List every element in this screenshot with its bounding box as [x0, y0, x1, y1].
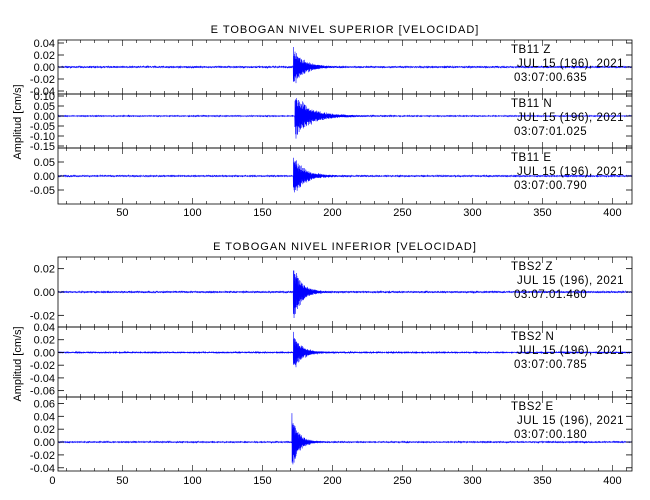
x-tick-label: 150 [253, 475, 271, 487]
x-tick-label: 0 [49, 475, 55, 487]
x-tick-label: 350 [533, 475, 551, 487]
x-tick-label: 200 [323, 207, 341, 219]
y-tick-label: -0.05 [30, 185, 55, 197]
station-label: TB11 Z [511, 44, 551, 56]
y-tick-label: 0.10 [34, 91, 55, 103]
x-tick-label: 200 [323, 475, 341, 487]
waveform-trace [58, 46, 632, 84]
x-tick-label: 250 [393, 207, 411, 219]
panel-tbs2-z: 0.02 0.00 -0.02 TBS2 Z JUL 15 (196), 2021 03:… [30, 256, 633, 328]
x-tick-label: 150 [253, 207, 271, 219]
x-tick-label: 50 [116, 207, 128, 219]
chart-title: E TOBOGAN NIVEL INFERIOR [VELOCIDAD] [213, 241, 477, 253]
x-tick-label: 100 [183, 475, 201, 487]
x-tick-label: 400 [603, 207, 621, 219]
y-tick-label: -0.04 [30, 373, 55, 385]
y-tick-label: 0.05 [34, 157, 55, 169]
panel-tb11-n: 0.100.050.00-0.05-0.10-0.15 TB11 N JUL 15 … [30, 91, 633, 153]
y-tick-label: 0.04 [34, 411, 55, 423]
y-tick-label: -0.04 [30, 463, 55, 475]
time-label: 03:07:00.180 [514, 429, 587, 441]
y-tick-label: 0.00 [34, 62, 55, 74]
y-tick-label: -0.04 [30, 86, 55, 98]
x-tick-label: 400 [603, 475, 621, 487]
y-tick-label: -0.02 [30, 360, 55, 372]
panel-frame [57, 396, 633, 472]
date-label: JUL 15 (196), 2021 [517, 58, 624, 70]
date-label: JUL 15 (196), 2021 [517, 345, 624, 357]
station-label: TB11 N [511, 98, 552, 110]
panel-tbs2-e: 0.060.040.020.00-0.02-0.04 TBS2 E JUL 15 (… [30, 396, 633, 475]
waveform-trace [58, 331, 632, 368]
date-label: JUL 15 (196), 2021 [517, 415, 624, 427]
waveform-trace [58, 413, 632, 465]
y-tick-label: 0.04 [34, 322, 55, 334]
y-tick-label: -0.05 [30, 121, 55, 133]
time-label: 03:07:00.790 [514, 180, 587, 192]
y-tick-label: 0.00 [34, 111, 55, 123]
x-tick-label: 300 [463, 475, 481, 487]
panel-tb11-e: 0.05 0.00 -0.05 TB11 E JUL 15 (196), 2021 03:… [30, 147, 633, 205]
chart-group-2: E TOBOGAN NIVEL INFERIOR [VELOCIDAD] Ampl… [12, 241, 633, 487]
x-tick-label: 350 [533, 207, 551, 219]
y-tick-label: 0.04 [34, 38, 55, 50]
x-tick-label: 250 [393, 475, 411, 487]
x-tick-label: 100 [183, 207, 201, 219]
date-label: JUL 15 (196), 2021 [517, 166, 624, 178]
y-tick-label: -0.15 [30, 141, 55, 153]
time-label: 03:07:00.785 [514, 359, 587, 371]
y-tick-label: 0.02 [34, 424, 55, 436]
x-tick-label: 300 [463, 207, 481, 219]
station-label: TB11 E [511, 152, 552, 164]
y-tick-label: 0.02 [34, 50, 55, 62]
waveform-trace [58, 98, 632, 139]
y-tick-label: 0.05 [34, 101, 55, 113]
waveform-trace [58, 157, 632, 193]
y-tick-label: -0.06 [30, 386, 55, 398]
y-tick-label: -0.02 [30, 74, 55, 86]
y-tick-label: 0.00 [34, 171, 55, 183]
date-label: JUL 15 (196), 2021 [517, 275, 624, 287]
y-axis-label: Amplitud [cm/s] [12, 84, 24, 159]
y-axis-label: Amplitud [cm/s] [12, 326, 24, 401]
station-label: TBS2 E [511, 401, 554, 413]
panel-tb11-z: 0.040.020.00-0.02-0.04 TB11 Z JUL 15 (196)… [30, 38, 633, 98]
time-label: 03:07:01.025 [514, 126, 587, 138]
date-label: JUL 15 (196), 2021 [517, 112, 624, 124]
y-tick-label: 0.00 [34, 347, 55, 359]
y-tick-label: -0.10 [30, 131, 55, 143]
waveform-trace [58, 270, 632, 319]
y-tick-label: -0.02 [30, 310, 55, 322]
y-tick-label: 0.00 [34, 287, 55, 299]
y-tick-label: 0.06 [34, 398, 55, 410]
station-label: TBS2 Z [511, 261, 553, 273]
panel-tbs2-n: 0.040.020.00-0.02-0.04-0.06 TBS2 N JUL 15 … [30, 322, 633, 398]
x-tick-label: 50 [116, 475, 128, 487]
y-tick-label: 0.02 [34, 264, 55, 276]
time-label: 03:07:00.635 [514, 72, 587, 84]
time-label: 03:07:01.460 [514, 289, 587, 301]
y-tick-label: 0.02 [34, 335, 55, 347]
station-label: TBS2 N [511, 331, 554, 343]
chart-title: E TOBOGAN NIVEL SUPERIOR [VELOCIDAD] [211, 24, 480, 36]
chart-group-1: E TOBOGAN NIVEL SUPERIOR [VELOCIDAD] Ampl… [12, 24, 633, 219]
y-tick-label: 0.00 [34, 437, 55, 449]
y-tick-label: -0.02 [30, 450, 55, 462]
